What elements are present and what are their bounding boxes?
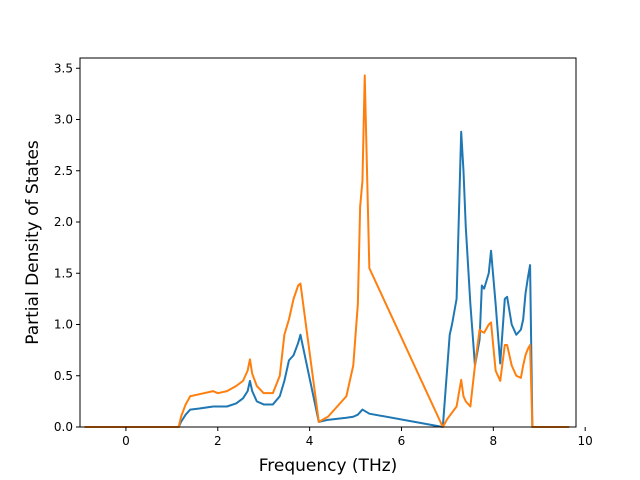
y-tick-label: 1.5 — [54, 266, 73, 280]
x-tick-label: 6 — [398, 434, 406, 448]
y-tick-label: 2.5 — [54, 164, 73, 178]
x-tick-label: 2 — [214, 434, 222, 448]
x-tick-label: 8 — [490, 434, 498, 448]
y-tick-label: 0.0 — [54, 420, 73, 434]
axes-frame — [79, 57, 577, 428]
series-line-1 — [84, 130, 570, 428]
x-tick-label: 10 — [578, 434, 593, 448]
y-tick-label: 2.0 — [54, 215, 73, 229]
x-tick-label: 4 — [306, 434, 314, 448]
x-axis-label: Frequency (THz) — [259, 456, 398, 476]
y-tick-label: 1.0 — [54, 318, 73, 332]
ticks-layer: 0 2 4 6 8 10 0.0 0.5 1.0 1.5 2.0 2.5 3.0 3.5 — [54, 61, 593, 448]
y-tick-label: 3.5 — [54, 61, 73, 75]
x-tick-label: 0 — [122, 434, 130, 448]
series-line-2 — [84, 74, 570, 428]
y-axis-label: Partial Density of States — [23, 140, 43, 345]
y-tick-label: 3.0 — [54, 113, 73, 127]
series-layer — [84, 74, 570, 428]
y-tick-label: 0.5 — [54, 369, 73, 383]
